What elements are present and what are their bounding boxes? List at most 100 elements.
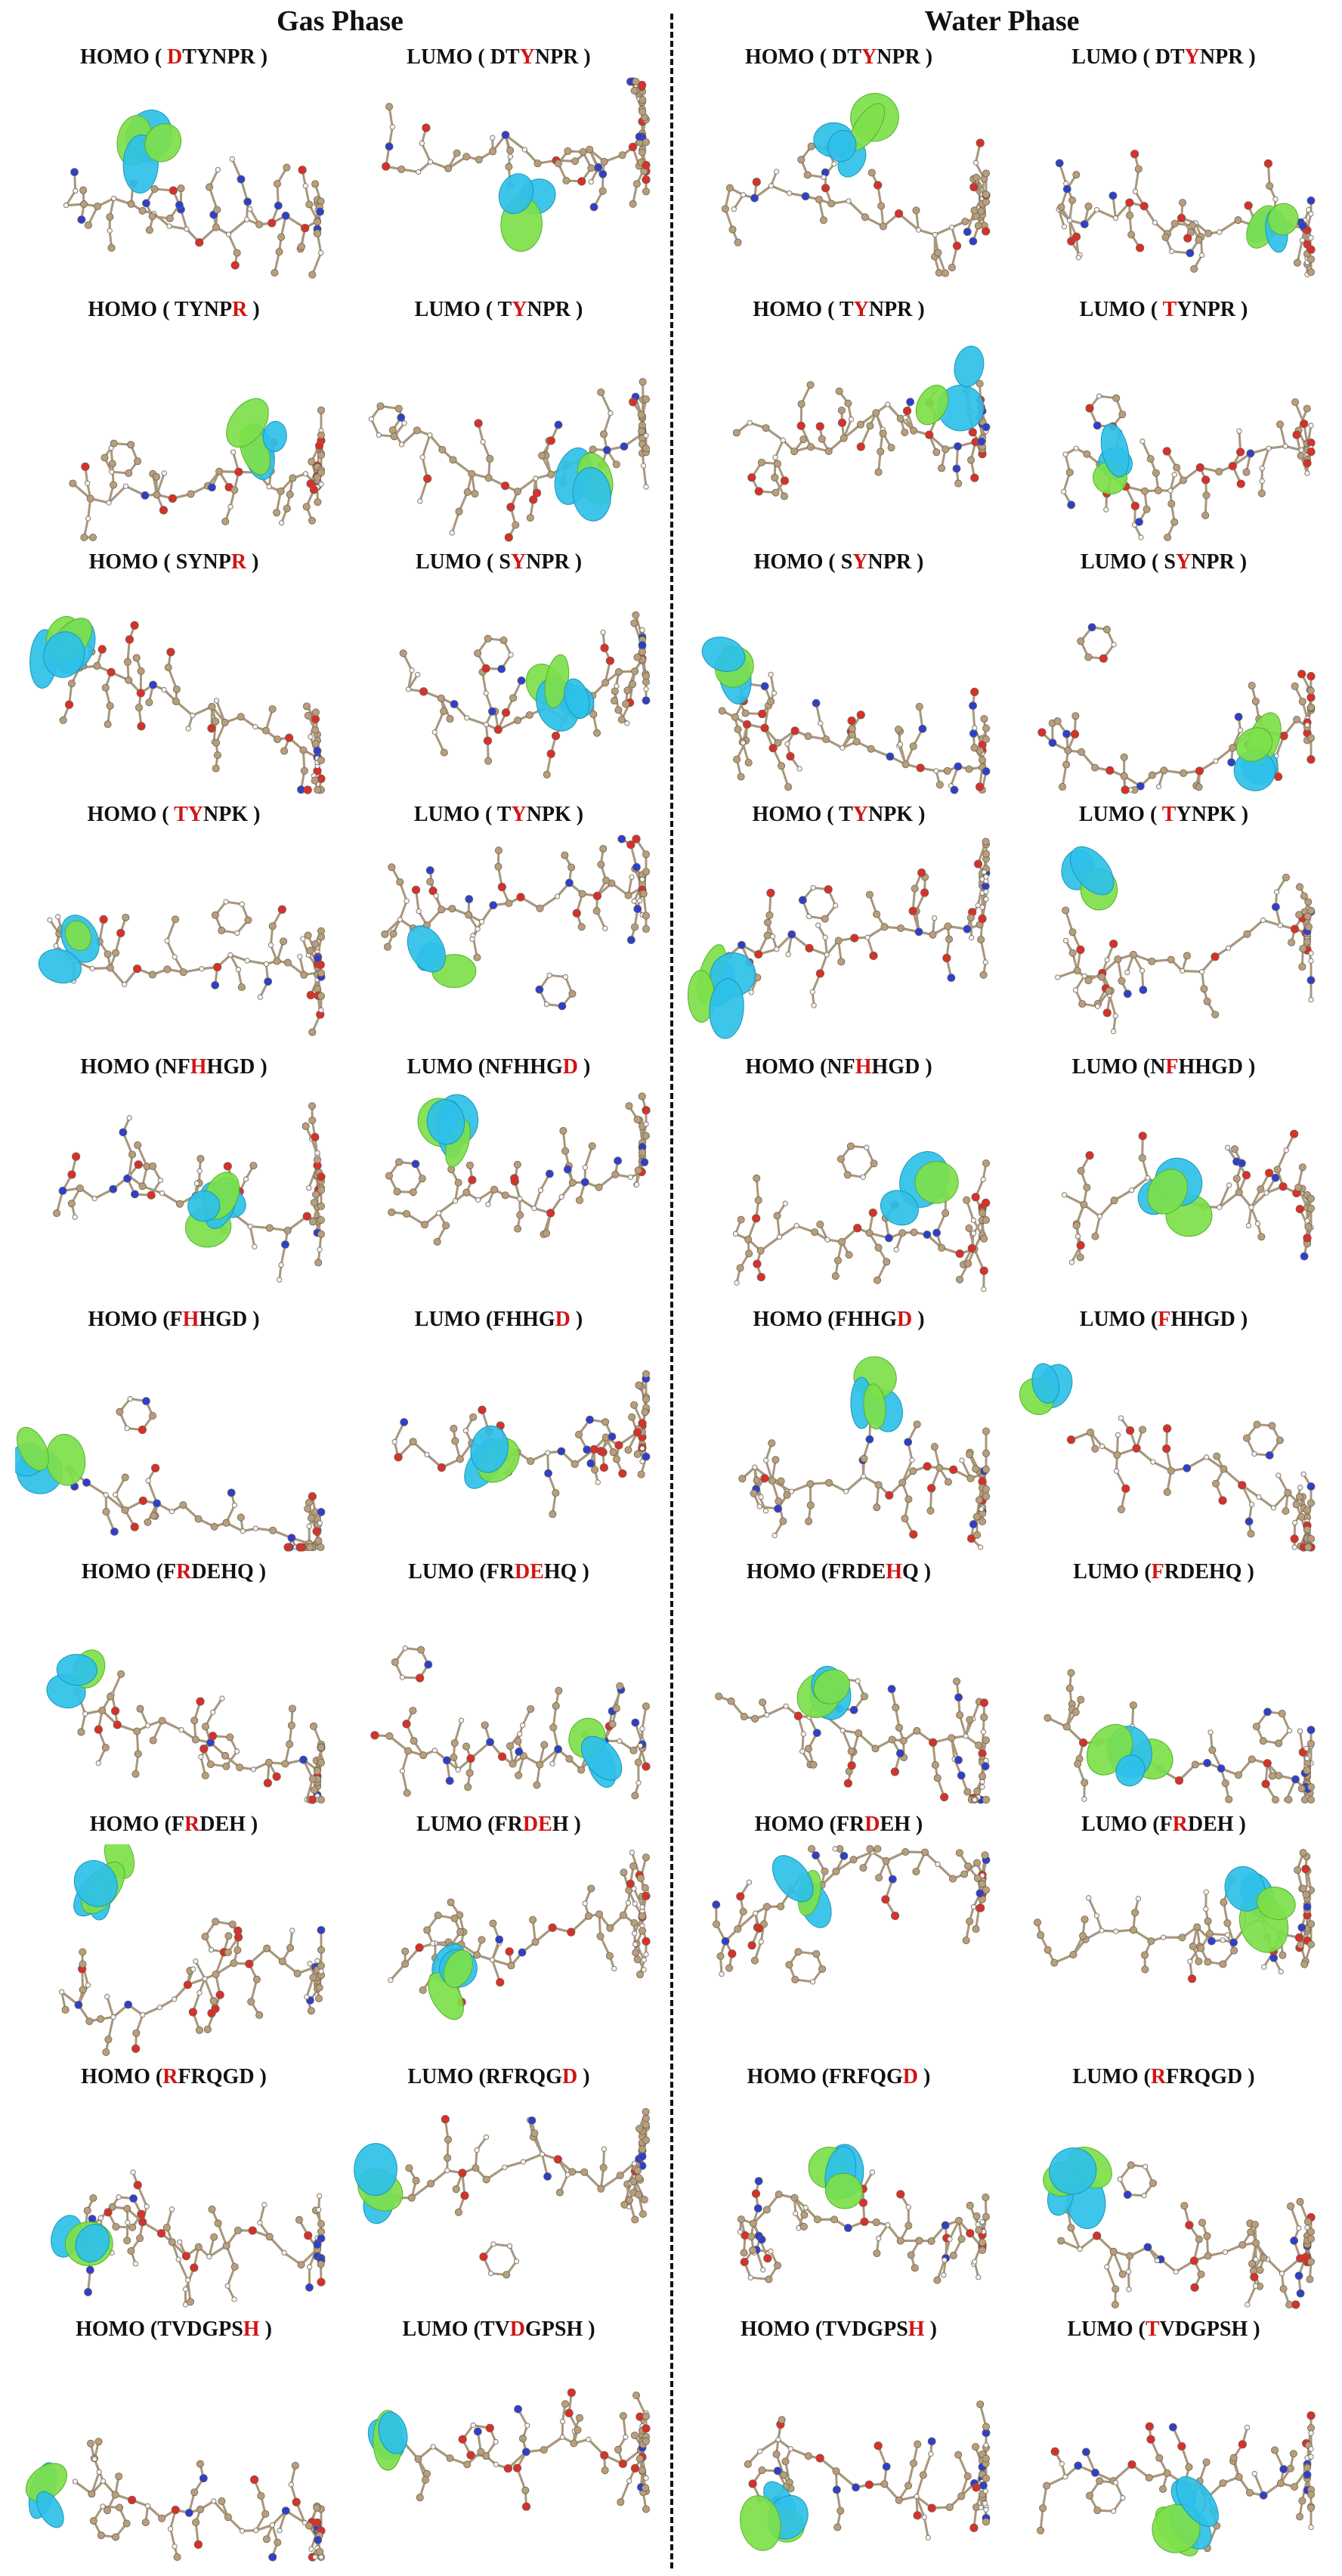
- nitrogen-atom: [969, 1520, 978, 1528]
- carbon-atom: [771, 488, 780, 497]
- bond: [107, 2015, 115, 2041]
- carbon-atom: [1303, 1525, 1311, 1534]
- carbon-atom: [506, 146, 515, 154]
- carbon-atom: [1259, 1737, 1267, 1745]
- carbon-atom: [134, 457, 142, 466]
- hydrogen-atom: [1199, 968, 1205, 975]
- carbon-atom: [1120, 753, 1128, 761]
- hydrogen-atom: [555, 893, 561, 899]
- carbon-atom: [1084, 653, 1093, 661]
- bond: [438, 1200, 457, 1215]
- oxygen-atom: [747, 1941, 756, 1950]
- bond: [398, 899, 408, 921]
- panel-label: LUMO ( SYNPR ): [340, 550, 657, 574]
- panel-label: LUMO (FRDEHQ ): [340, 1560, 657, 1584]
- carbon-atom: [909, 1467, 917, 1475]
- carbon-atom: [1208, 1746, 1217, 1754]
- hydrogen-atom: [376, 432, 382, 438]
- oxygen-atom: [895, 209, 904, 218]
- molecule-render: [69, 398, 326, 541]
- carbon-atom: [725, 1964, 734, 1972]
- carbon-atom: [736, 1264, 744, 1272]
- carbon-atom: [79, 1960, 87, 1968]
- carbon-atom: [559, 1127, 567, 1135]
- oxygen-atom: [1174, 1776, 1184, 1785]
- label-text: LUMO ( S: [1080, 550, 1176, 574]
- bond: [203, 1977, 215, 2002]
- carbon-atom: [797, 156, 806, 164]
- carbon-atom: [1276, 1436, 1284, 1444]
- hydrogen-atom: [1066, 218, 1073, 224]
- carbon-atom: [165, 215, 174, 223]
- carbon-atom: [456, 1455, 464, 1463]
- carbon-atom: [634, 1758, 642, 1766]
- carbon-atom: [633, 653, 642, 661]
- hydrogen-atom: [1226, 1182, 1232, 1188]
- nitrogen-atom: [149, 680, 157, 689]
- carbon-atom: [871, 1745, 880, 1753]
- hydrogen-atom: [419, 454, 425, 460]
- orbital-panel: LUMO (FRDEHQ ): [1005, 1560, 1322, 1804]
- nitrogen-atom: [977, 437, 986, 446]
- carbon-atom: [1282, 873, 1290, 881]
- molecule-skeleton: [725, 838, 991, 1008]
- carbon-atom: [756, 1246, 765, 1255]
- nitrogen-atom: [237, 175, 246, 184]
- bond: [249, 1978, 258, 2003]
- nitrogen-atom: [632, 862, 641, 872]
- orbital-lobe-negative: [1147, 1169, 1188, 1215]
- carbon-atom: [403, 1789, 411, 1797]
- carbon-atom: [634, 1166, 642, 1175]
- hydrogen-atom: [73, 187, 79, 194]
- carbon-atom: [221, 1751, 230, 1760]
- panel-label: HOMO (FHHGD ): [680, 1308, 997, 1332]
- nitrogen-atom: [141, 491, 150, 500]
- carbon-atom: [575, 1430, 583, 1438]
- carbon-atom: [175, 1200, 184, 1208]
- carbon-atom: [1297, 451, 1305, 460]
- carbon-atom: [849, 1856, 858, 1864]
- bond: [208, 186, 218, 211]
- carbon-atom: [1180, 769, 1188, 777]
- carbon-atom: [638, 1912, 646, 1921]
- carbon-atom: [596, 1932, 605, 1940]
- carbon-atom: [897, 924, 905, 933]
- label-text: NPR ): [877, 45, 933, 69]
- hydrogen-atom: [1238, 727, 1244, 733]
- oxygen-atom: [629, 398, 638, 407]
- carbon-atom: [617, 716, 626, 724]
- orbital-lobe-negative: [144, 123, 182, 163]
- carbon-atom: [1257, 1233, 1266, 1241]
- carbon-atom: [526, 514, 534, 522]
- bond: [1257, 1495, 1276, 1509]
- hydrogen-atom: [106, 500, 112, 506]
- label-text: HOMO ( DT: [744, 45, 861, 69]
- oxygen-atom: [1132, 1444, 1141, 1453]
- carbon-atom: [740, 1713, 748, 1721]
- hydrogen-atom: [1297, 1485, 1303, 1491]
- carbon-atom: [597, 388, 605, 396]
- oxygen-atom: [493, 725, 502, 734]
- carbon-atom: [898, 1229, 907, 1237]
- carbon-atom: [912, 206, 920, 215]
- carbon-atom: [76, 1184, 84, 1192]
- carbon-atom: [945, 935, 954, 943]
- highlighted-residue: D: [864, 1813, 880, 1836]
- hydrogen-atom: [1224, 1144, 1231, 1150]
- hydrogen-atom: [521, 147, 527, 153]
- label-text: H ): [552, 1813, 581, 1836]
- hydrogen-atom: [810, 884, 816, 891]
- nitrogen-atom: [631, 1718, 640, 1727]
- hydrogen-atom: [982, 959, 988, 965]
- hydrogen-atom: [193, 1181, 200, 1187]
- hydrogen-atom: [244, 958, 250, 964]
- carbon-atom: [642, 395, 650, 404]
- molecule-render: [712, 1845, 991, 1985]
- carbon-atom: [873, 1503, 881, 1512]
- carbon-atom: [383, 943, 391, 951]
- orbital-lobe-negative: [914, 1161, 959, 1204]
- nitrogen-atom: [812, 698, 821, 707]
- carbon-atom: [982, 190, 990, 199]
- carbon-atom: [1296, 883, 1304, 891]
- carbon-atom: [213, 206, 221, 214]
